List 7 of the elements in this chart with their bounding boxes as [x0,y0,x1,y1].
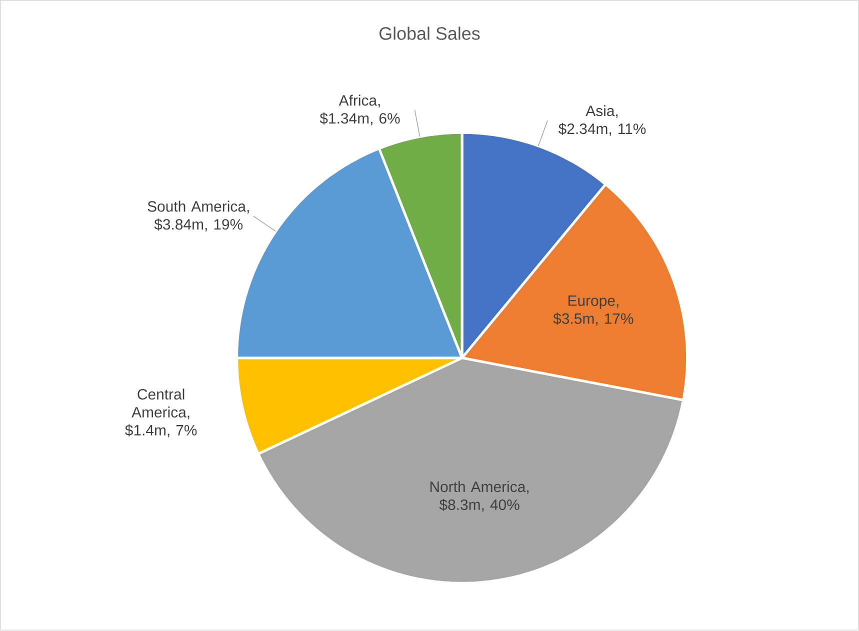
data-label: , $2.34m, 11% [558,114,646,136]
slice-label: South America [148,200,246,212]
slice-label: Asia [586,105,615,116]
slice-label: Africa [338,94,378,106]
chart-title: Global Sales [380,26,480,40]
slice-label: Central America [132,388,186,418]
slice-label: North America [430,481,526,492]
